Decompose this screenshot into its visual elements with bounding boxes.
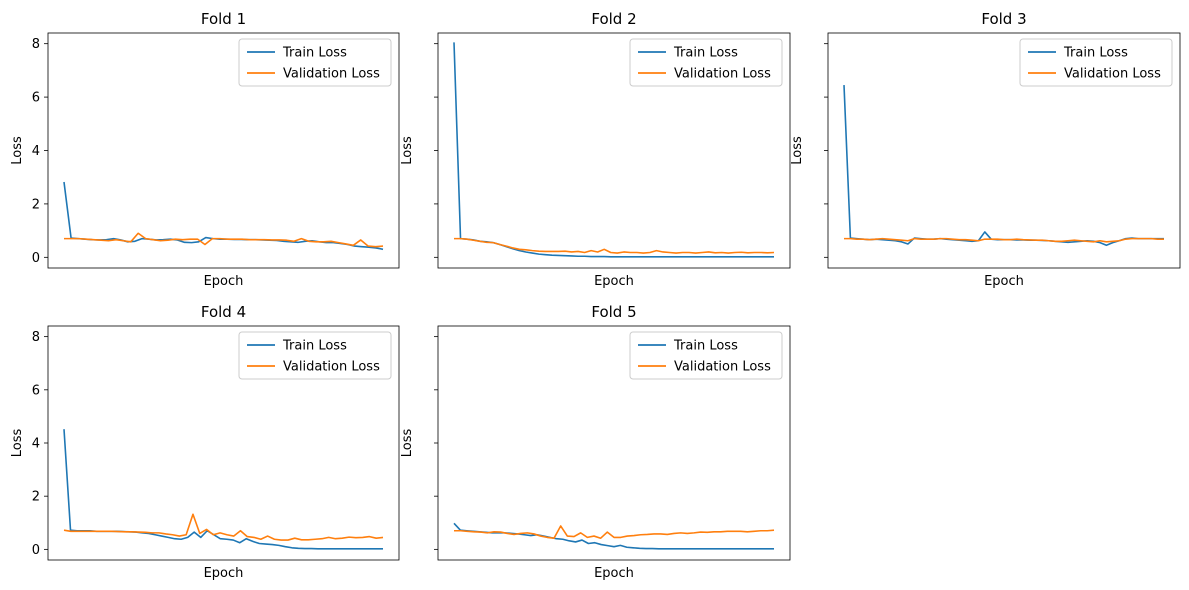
legend-entry: Validation Loss	[1064, 67, 1161, 82]
series-line-validation-loss	[844, 237, 1164, 243]
x-axis-label: Epoch	[204, 566, 244, 581]
legend-entry: Validation Loss	[674, 360, 771, 375]
legend-box	[629, 38, 783, 87]
legend-entry: Train Loss	[673, 339, 738, 354]
series-line-train-loss	[843, 85, 1164, 247]
y-tick-label: 6	[32, 383, 40, 398]
series-line-validation-loss	[454, 237, 775, 254]
subplot-title: Fold 1	[201, 10, 246, 28]
legend-entry: Train Loss	[673, 46, 738, 61]
y-axis-label: Loss	[400, 429, 415, 458]
legend-box	[629, 331, 783, 380]
y-tick-label: 0	[32, 543, 40, 558]
subplot-4: Fold 4 0 2 4 6 8 Loss Epoch Train Loss Validation…	[10, 303, 400, 581]
subplot-3: Fold 3 Loss Epoch Train Loss Validation Loss	[790, 10, 1181, 289]
y-tick-label: 6	[32, 91, 40, 106]
subplot-title: Fold 3	[981, 10, 1026, 28]
subplot-1: Fold 1 0 2 4 6 8 Loss Epoch Train Loss Validation…	[10, 10, 400, 289]
y-tick-label: 8	[32, 330, 40, 345]
legend-entry: Train Loss	[1063, 46, 1128, 61]
y-axis-label: Loss	[400, 136, 415, 165]
legend-box	[1019, 38, 1173, 87]
subplot-2: Fold 2 Loss Epoch Train Loss Validation Loss	[400, 10, 791, 289]
y-tick-label: 0	[32, 251, 40, 266]
legend: Train Loss Validation Loss	[238, 38, 392, 87]
y-tick-label: 8	[32, 37, 40, 52]
y-tick-label: 2	[32, 197, 40, 212]
y-axis-label: Loss	[790, 136, 805, 165]
series-line-validation-loss	[63, 513, 384, 541]
y-tick-label: 4	[32, 437, 40, 452]
subplot-title: Fold 4	[201, 303, 246, 321]
x-axis-label: Epoch	[204, 274, 244, 289]
x-axis-label: Epoch	[594, 566, 634, 581]
legend-entry: Train Loss	[282, 46, 347, 61]
x-axis-label: Epoch	[984, 274, 1024, 289]
legend-entry: Train Loss	[282, 339, 347, 354]
legend: Train Loss Validation Loss	[629, 38, 783, 87]
subplot-title: Fold 5	[591, 303, 636, 321]
subplot-title: Fold 2	[591, 10, 636, 28]
series-line-train-loss	[453, 522, 774, 550]
legend: Train Loss Validation Loss	[1019, 38, 1173, 87]
legend-entry: Validation Loss	[283, 360, 380, 375]
y-axis-label: Loss	[10, 136, 25, 165]
legend-box	[238, 38, 392, 87]
y-tick-label: 2	[32, 490, 40, 505]
x-axis-label: Epoch	[594, 274, 634, 289]
y-tick-label: 4	[32, 144, 40, 159]
subplot-5: Fold 5 Loss Epoch Train Loss Validation Loss	[400, 303, 791, 581]
legend-entry: Validation Loss	[283, 67, 380, 82]
series-line-validation-loss	[454, 525, 775, 540]
legend: Train Loss Validation Loss	[238, 331, 392, 380]
legend-box	[238, 331, 392, 380]
legend-entry: Validation Loss	[674, 67, 771, 82]
series-line-validation-loss	[64, 232, 384, 248]
y-axis-label: Loss	[10, 429, 25, 458]
legend: Train Loss Validation Loss	[629, 331, 783, 380]
